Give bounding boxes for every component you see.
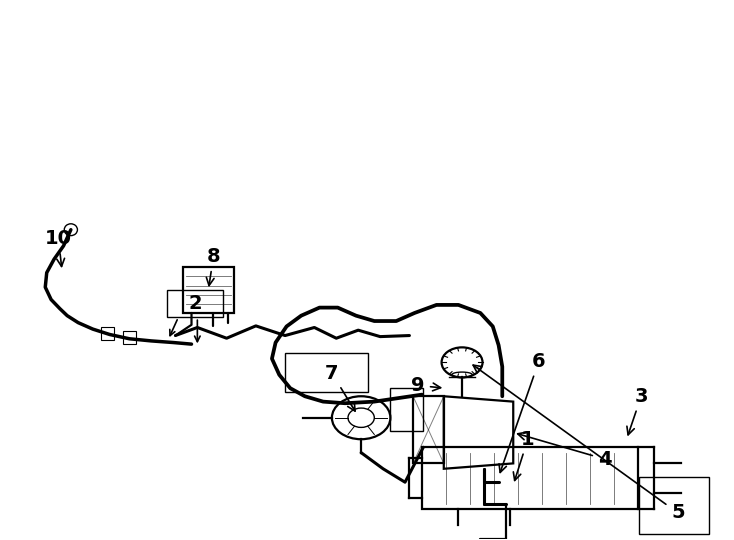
Bar <box>123 331 136 344</box>
Text: 7: 7 <box>325 363 355 411</box>
Text: 5: 5 <box>473 365 685 522</box>
Text: 4: 4 <box>517 432 611 469</box>
Text: 1: 1 <box>513 430 534 481</box>
Text: 2: 2 <box>189 294 202 313</box>
Text: 6: 6 <box>499 352 545 472</box>
Text: 3: 3 <box>627 387 648 435</box>
Text: 9: 9 <box>412 376 440 395</box>
Text: 8: 8 <box>206 247 220 286</box>
Text: 10: 10 <box>45 230 72 266</box>
Bar <box>101 327 114 340</box>
